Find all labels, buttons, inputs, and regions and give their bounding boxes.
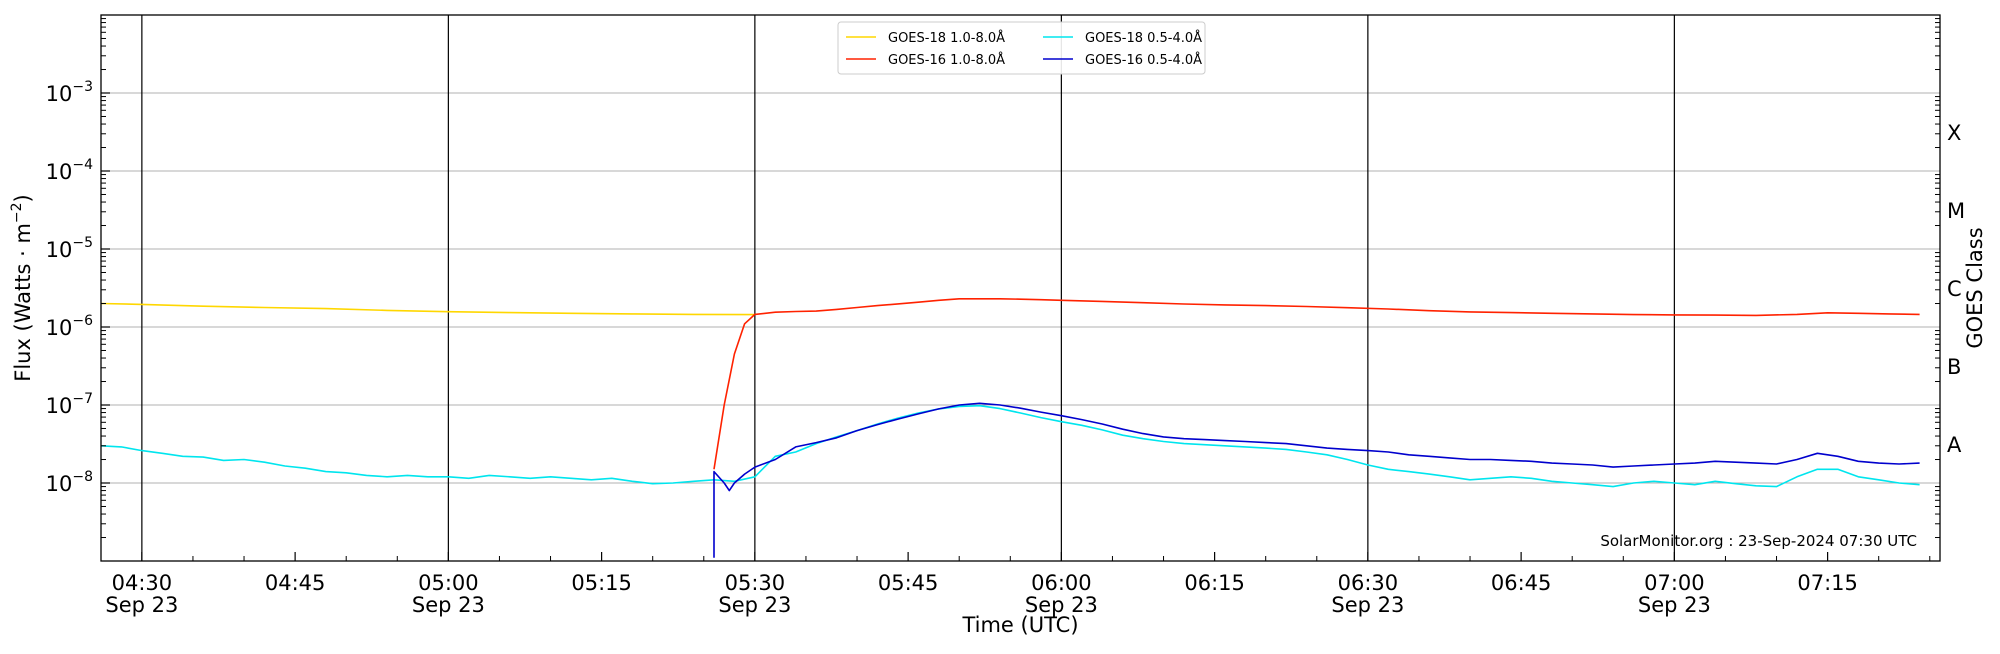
x-tick-date-label: Sep 23 — [718, 593, 791, 617]
x-tick-date-label: Sep 23 — [1331, 593, 1404, 617]
x-tick-time-label: 05:00 — [418, 571, 479, 595]
x-tick-date-label: Sep 23 — [105, 593, 178, 617]
y-tick-base: 10 — [46, 394, 73, 418]
y-tick-exponent: −4 — [72, 157, 93, 173]
y-tick-exponent: −5 — [72, 235, 93, 251]
x-tick-time-label: 05:15 — [571, 571, 632, 595]
x-tick-time-label: 06:30 — [1338, 571, 1399, 595]
x-tick-date-label: Sep 23 — [1025, 593, 1098, 617]
x-tick-time-label: 05:45 — [878, 571, 939, 595]
x-tick-time-label: 04:30 — [112, 571, 173, 595]
series-line-2 — [713, 298, 1920, 470]
y-tick-base: 10 — [46, 316, 73, 340]
y-tick-base: 10 — [46, 472, 73, 496]
source-annotation: SolarMonitor.org : 23-Sep-2024 07:30 UTC — [1600, 532, 1917, 550]
series-line-4 — [713, 402, 1920, 558]
y-tick-label: 10−7 — [46, 391, 93, 418]
goes-class-label: C — [1947, 277, 1962, 301]
y-tick-label: 10−8 — [46, 469, 93, 496]
y-tick-label: 10−6 — [46, 313, 93, 340]
x-tick-time-label: 06:45 — [1491, 571, 1552, 595]
goes-class-label: X — [1947, 121, 1961, 145]
legend-label: GOES-16 0.5-4.0Å — [1085, 52, 1202, 68]
y-tick-base: 10 — [46, 160, 73, 184]
y-tick-base: 10 — [46, 82, 73, 106]
y-tick-label: 10−3 — [46, 79, 93, 106]
goes-class-axis-title: GOES Class — [1963, 227, 1987, 348]
series-line-3 — [100, 404, 1920, 488]
y-tick-exponent: −7 — [72, 391, 93, 407]
goes-class-label: A — [1947, 433, 1962, 457]
y-axis-title-exponent: −2 — [9, 202, 25, 223]
y-tick-exponent: −6 — [72, 313, 93, 329]
goes-class-label: B — [1947, 355, 1961, 379]
series-layer — [100, 298, 1920, 558]
x-tick-date-label: Sep 23 — [412, 593, 485, 617]
y-axis-title-close: ) — [11, 194, 35, 202]
x-tick-time-label: 05:30 — [725, 571, 786, 595]
goes-class-label: M — [1947, 199, 1965, 223]
y-tick-label: 10−4 — [46, 157, 93, 184]
y-tick-exponent: −3 — [72, 79, 93, 95]
x-tick-time-label: 07:00 — [1644, 571, 1705, 595]
legend: GOES-18 1.0-8.0Å GOES-16 1.0-8.0Å GOES-18 … — [837, 21, 1206, 75]
plot-frame — [100, 14, 1941, 562]
y-tick-label: 10−5 — [46, 235, 93, 262]
legend-label: GOES-18 1.0-8.0Å — [888, 30, 1005, 46]
x-tick-time-label: 06:00 — [1031, 571, 1092, 595]
y-tick-base: 10 — [46, 238, 73, 262]
y-axis-title-main: Flux (Watts · m — [11, 223, 35, 382]
ticks-layer — [101, 18, 1940, 561]
x-axis-title: Time (UTC) — [961, 613, 1078, 637]
legend-label: GOES-16 1.0-8.0Å — [888, 52, 1005, 68]
x-tick-time-label: 04:45 — [265, 571, 326, 595]
grid-layer — [101, 15, 1940, 561]
x-tick-time-label: 07:15 — [1797, 571, 1858, 595]
x-tick-date-label: Sep 23 — [1638, 593, 1711, 617]
series-line-1 — [100, 302, 755, 316]
legend-box — [837, 21, 1206, 75]
x-tick-time-label: 06:15 — [1184, 571, 1245, 595]
y-tick-exponent: −8 — [72, 469, 93, 485]
legend-label: GOES-18 0.5-4.0Å — [1085, 30, 1202, 46]
y-axis-title: Flux (Watts · m−2) — [9, 194, 35, 382]
